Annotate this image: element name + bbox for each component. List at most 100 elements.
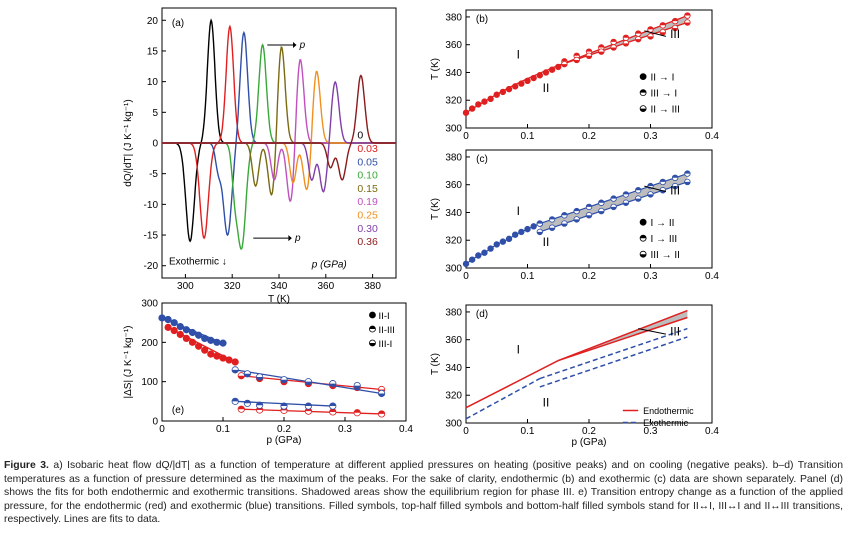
pressure-arrow-label: p (294, 233, 301, 244)
fit-line-endothermic (557, 309, 688, 362)
data-point-half (232, 369, 239, 374)
data-point (499, 88, 507, 96)
legend-entry-0.25: 0.25 (357, 210, 378, 222)
y-tick-label: 320 (445, 96, 462, 107)
caption-text: a) Isobaric heat flow dQ/|dT| as a funct… (4, 460, 843, 526)
x-tick-label: 0.1 (216, 424, 230, 435)
data-point-half (561, 64, 568, 67)
data-point-half (369, 326, 376, 329)
data-point-half (369, 343, 376, 346)
fit-line-exothermic (539, 336, 688, 388)
data-point-half (561, 58, 568, 62)
y-tick-label: 10 (147, 77, 159, 88)
data-point-half (598, 211, 605, 214)
data-point (207, 350, 215, 358)
figure-caption: Figure 3. a) Isobaric heat flow dQ/|dT| … (4, 459, 843, 527)
data-point (555, 63, 562, 71)
data-point (487, 245, 494, 252)
data-point-half (623, 191, 629, 195)
data-point (170, 326, 178, 335)
data-point-half (280, 402, 288, 407)
x-tick-label: 320 (224, 281, 241, 292)
phase-label-I: I (517, 48, 520, 62)
data-point (158, 314, 166, 322)
x-axis-label: T (K) (268, 294, 290, 305)
data-point (164, 323, 172, 331)
y-tick-label: -15 (144, 231, 159, 242)
x-tick-label: 0.1 (521, 271, 535, 282)
data-point-half (378, 393, 385, 397)
data-point (639, 73, 647, 81)
y-tick-label: 320 (445, 391, 462, 402)
y-tick-label: -20 (144, 261, 159, 272)
y-tick-label: 300 (141, 299, 158, 310)
x-tick-label: 0 (159, 424, 165, 435)
x-tick-label: 0.2 (582, 271, 596, 282)
x-tick-label: 0.4 (705, 131, 719, 142)
data-point (518, 228, 525, 236)
data-point-half (623, 43, 629, 47)
legend-entry: III → II (651, 250, 680, 261)
data-point (524, 225, 531, 233)
data-point-half (586, 215, 592, 219)
phase-label-III: III (670, 183, 680, 197)
x-tick-label: 0.3 (644, 426, 658, 437)
legend-entry: III → I (651, 89, 678, 100)
data-point-half (573, 208, 580, 212)
data-point-half (623, 34, 629, 38)
data-point-half (598, 51, 605, 55)
x-tick-label: 0.1 (521, 131, 535, 142)
legend-entry-0: 0 (357, 130, 363, 142)
x-tick-label: 0.2 (582, 131, 596, 142)
fit-line-exothermic (465, 377, 541, 420)
x-tick-label: 0.4 (705, 426, 719, 437)
data-point-half (660, 22, 666, 26)
data-point-half (610, 195, 617, 199)
y-tick-label: -10 (144, 200, 159, 211)
y-axis-label: T (K) (430, 353, 441, 375)
data-point-half (647, 36, 654, 40)
data-point-half (640, 254, 647, 258)
y-axis-label: T (K) (430, 58, 441, 80)
y-tick-label: 340 (445, 68, 462, 79)
data-point (213, 338, 221, 346)
data-point-half (586, 204, 592, 207)
data-point (225, 356, 233, 364)
data-point (369, 311, 376, 319)
data-point-half (635, 187, 641, 191)
data-point-half (684, 12, 691, 16)
data-point-half (549, 227, 555, 231)
data-point (475, 252, 482, 259)
y-tick-label: 340 (445, 208, 462, 219)
data-point (182, 326, 190, 334)
y-tick-label: 380 (445, 307, 462, 318)
data-point-half (684, 170, 691, 174)
data-point (170, 319, 178, 327)
data-point (512, 83, 519, 90)
legend-entry-0.05: 0.05 (357, 156, 378, 168)
data-point-half (610, 206, 617, 210)
panel-letter: (d) (476, 309, 488, 320)
data-point (188, 328, 197, 337)
data-point (481, 98, 488, 105)
data-point-half (561, 212, 568, 216)
legend-entry: II-III (379, 325, 395, 336)
x-tick-label: 0.3 (338, 424, 352, 435)
x-tick-label: 0 (463, 271, 469, 282)
data-point (493, 91, 500, 98)
arrow-head (288, 235, 292, 242)
data-point (462, 260, 470, 268)
data-point-half (378, 410, 385, 414)
data-point (182, 334, 190, 342)
data-point-half (672, 174, 678, 178)
data-point-half (256, 376, 263, 381)
panel-letter: (a) (172, 18, 184, 29)
data-point-half (305, 402, 312, 407)
data-point (195, 342, 203, 350)
legend-entry-0.15: 0.15 (357, 183, 378, 195)
legend-entry-0.10: 0.10 (357, 170, 378, 182)
data-point-half (635, 30, 641, 34)
data-point-half (329, 383, 336, 387)
